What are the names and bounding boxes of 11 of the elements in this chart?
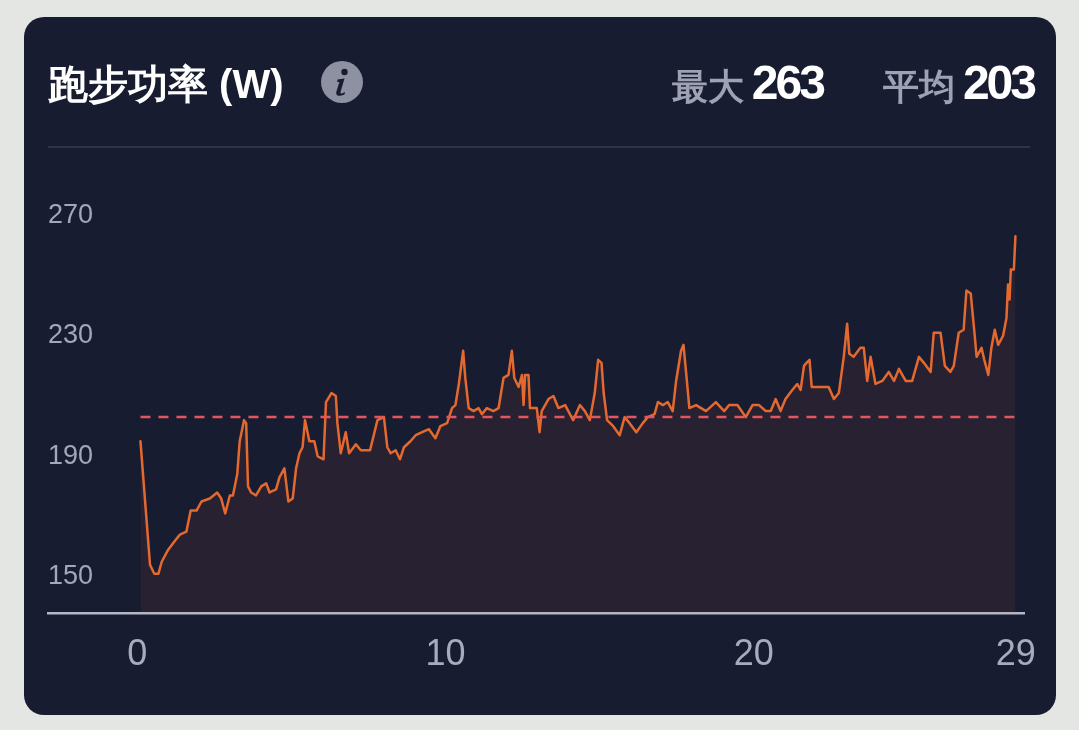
y-tick-label: 190	[48, 439, 94, 470]
x-tick-label: 10	[425, 631, 466, 673]
x-tick-label: 20	[733, 631, 774, 673]
y-tick-label: 270	[48, 198, 94, 229]
chart-title: 跑步功率 (W)	[48, 61, 284, 107]
y-tick-label: 230	[48, 319, 94, 350]
text: 平均 203	[882, 55, 1034, 111]
x-tick-label: 0	[127, 631, 148, 673]
x-tick-label: 29	[995, 631, 1036, 673]
y-tick-label: 150	[48, 560, 94, 591]
text: 最大 263	[671, 55, 823, 111]
